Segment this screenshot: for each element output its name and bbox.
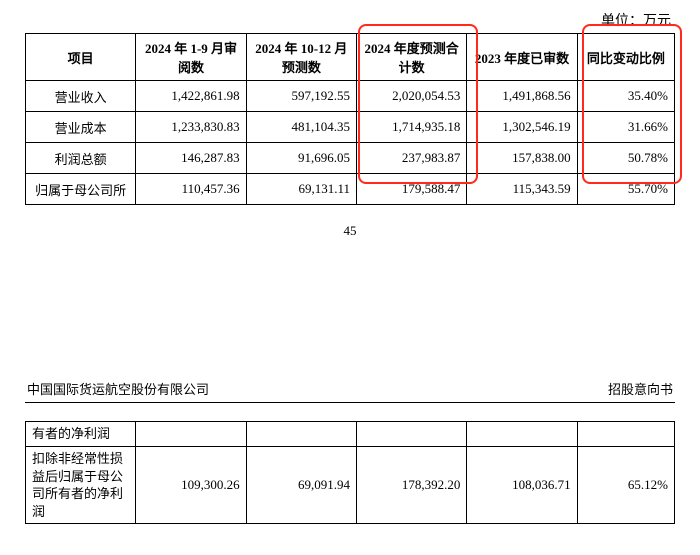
row-label: 利润总额: [26, 143, 136, 174]
cell: 110,457.36: [136, 174, 246, 205]
cell: 157,838.00: [467, 143, 577, 174]
cell: 69,091.94: [246, 447, 356, 524]
page-number: 45: [25, 223, 675, 239]
cell: [136, 422, 246, 447]
cell: [356, 422, 466, 447]
cell: 91,696.05: [246, 143, 356, 174]
row-label: 营业成本: [26, 112, 136, 143]
top-financial-table: 项目 2024 年 1-9 月审阅数 2024 年 10-12 月预测数 202…: [25, 33, 675, 205]
cell: [577, 422, 674, 447]
row-label: 归属于母公司所: [26, 174, 136, 205]
col-header: 2023 年度已审数: [467, 34, 577, 81]
col-header: 项目: [26, 34, 136, 81]
col-header: 2024 年 10-12 月预测数: [246, 34, 356, 81]
row-label: 有者的净利润: [26, 422, 136, 447]
cell: [467, 422, 577, 447]
cell: 108,036.71: [467, 447, 577, 524]
company-name: 中国国际货运航空股份有限公司: [27, 379, 209, 398]
table-row: 营业成本1,233,830.83481,104.351,714,935.181,…: [26, 112, 675, 143]
cell: 597,192.55: [246, 81, 356, 112]
cell: 179,588.47: [356, 174, 466, 205]
col-header: 2024 年度预测合计数: [356, 34, 466, 81]
cell: 55.70%: [577, 174, 674, 205]
row-label: 营业收入: [26, 81, 136, 112]
cell: [246, 422, 356, 447]
bottom-financial-table: 有者的净利润扣除非经常性损益后归属于母公司所有者的净利润109,300.2669…: [25, 421, 675, 524]
cell: 481,104.35: [246, 112, 356, 143]
unit-label: 单位：万元: [25, 10, 675, 30]
cell: 237,983.87: [356, 143, 466, 174]
cell: 1,302,546.19: [467, 112, 577, 143]
cell: 2,020,054.53: [356, 81, 466, 112]
cell: 50.78%: [577, 143, 674, 174]
table-row: 有者的净利润: [26, 422, 675, 447]
cell: 1,422,861.98: [136, 81, 246, 112]
cell: 35.40%: [577, 81, 674, 112]
cell: 178,392.20: [356, 447, 466, 524]
col-header: 2024 年 1-9 月审阅数: [136, 34, 246, 81]
cell: 1,714,935.18: [356, 112, 466, 143]
table-row: 扣除非经常性损益后归属于母公司所有者的净利润109,300.2669,091.9…: [26, 447, 675, 524]
cell: 1,491,868.56: [467, 81, 577, 112]
cell: 69,131.11: [246, 174, 356, 205]
cell: 109,300.26: [136, 447, 246, 524]
cell: 146,287.83: [136, 143, 246, 174]
table-row: 归属于母公司所110,457.3669,131.11179,588.47115,…: [26, 174, 675, 205]
table-header-row: 项目 2024 年 1-9 月审阅数 2024 年 10-12 月预测数 202…: [26, 34, 675, 81]
row-label: 扣除非经常性损益后归属于母公司所有者的净利润: [26, 447, 136, 524]
cell: 31.66%: [577, 112, 674, 143]
cell: 115,343.59: [467, 174, 577, 205]
table-row: 利润总额146,287.8391,696.05237,983.87157,838…: [26, 143, 675, 174]
document-footer: 中国国际货运航空股份有限公司 招股意向书: [25, 379, 675, 403]
table-row: 营业收入1,422,861.98597,192.552,020,054.531,…: [26, 81, 675, 112]
cell: 1,233,830.83: [136, 112, 246, 143]
col-header: 同比变动比例: [577, 34, 674, 81]
cell: 65.12%: [577, 447, 674, 524]
document-type: 招股意向书: [608, 379, 673, 398]
